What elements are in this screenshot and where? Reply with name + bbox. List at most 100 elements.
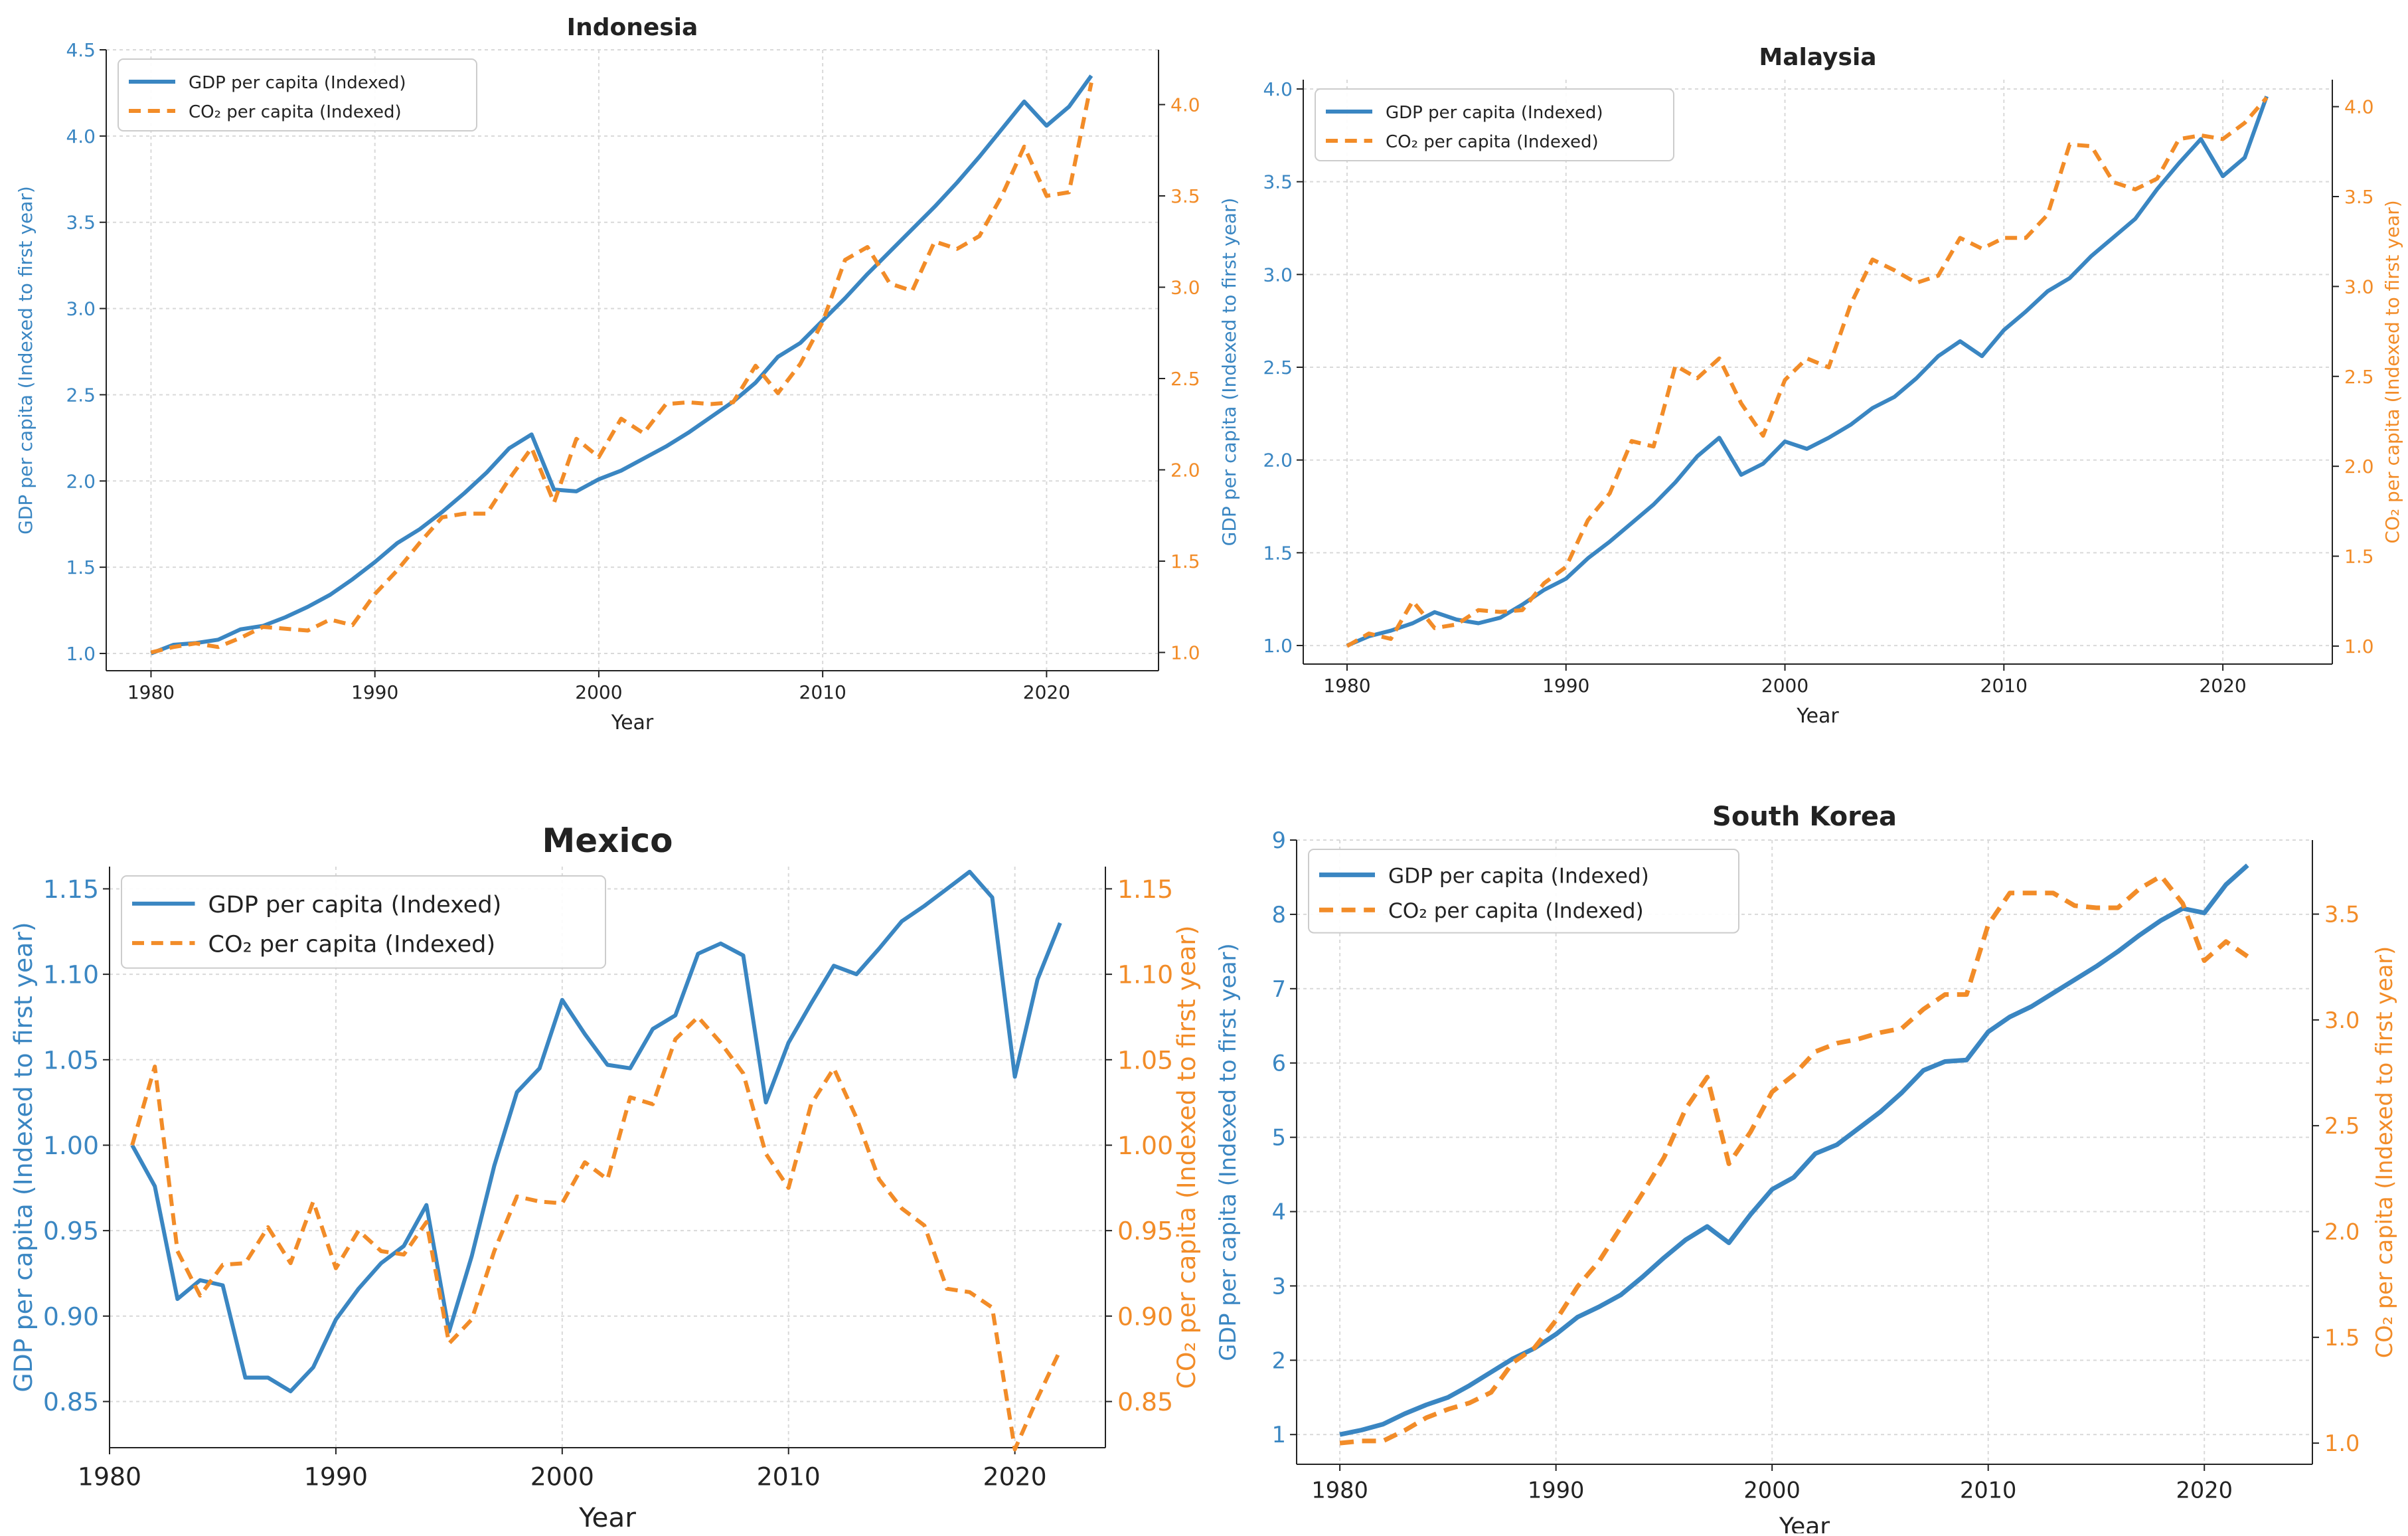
y-axis-label-right: CO₂ per capita (Indexed to first year)	[2371, 946, 2397, 1358]
y-axis-label-left: GDP per capita (Indexed to first year)	[9, 922, 38, 1392]
x-tick-label: 2020	[2176, 1477, 2232, 1503]
y-right-tick-label: 0.95	[1117, 1217, 1173, 1246]
legend-label: GDP per capita (Indexed)	[1386, 103, 1603, 123]
y-left-tick-label: 1	[1272, 1422, 1286, 1448]
x-tick-label: 1980	[78, 1462, 141, 1492]
y-left-tick-label: 1.10	[43, 960, 99, 989]
y-left-tick-label: 8	[1272, 902, 1286, 928]
y-left-tick-label: 1.0	[1263, 635, 1293, 657]
y-left-tick-label: 1.5	[1263, 542, 1293, 564]
y-left-tick-label: 9	[1272, 827, 1286, 853]
y-left-tick-label: 4.5	[66, 39, 96, 61]
x-tick-label: 2000	[1761, 675, 1808, 697]
series-line-co2	[1340, 876, 2247, 1443]
x-tick-label: 2000	[1743, 1477, 1800, 1503]
x-axis-label: Year	[1779, 1513, 1830, 1533]
y-left-tick-label: 5	[1272, 1125, 1286, 1151]
y-right-tick-label: 1.0	[2344, 636, 2374, 657]
y-left-tick-label: 2.0	[66, 470, 96, 492]
y-left-tick-label: 1.05	[43, 1045, 99, 1074]
y-right-tick-label: 2.0	[2344, 456, 2374, 477]
y-right-tick-label: 2.5	[1170, 368, 1200, 390]
x-tick-label: 2020	[983, 1462, 1047, 1492]
legend-label: CO₂ per capita (Indexed)	[1388, 899, 1644, 923]
y-left-tick-label: 4	[1272, 1199, 1286, 1225]
y-left-tick-label: 4.0	[66, 126, 96, 147]
y-left-tick-label: 1.00	[43, 1131, 99, 1160]
y-right-tick-label: 3.0	[2344, 276, 2374, 298]
y-right-tick-label: 1.5	[1170, 551, 1200, 572]
series-line-co2	[132, 1017, 1060, 1450]
legend-label: GDP per capita (Indexed)	[208, 891, 502, 918]
x-tick-label: 2000	[575, 681, 622, 703]
y-right-tick-label: 3.5	[1170, 185, 1200, 207]
y-right-tick-label: 1.5	[2324, 1325, 2360, 1351]
y-axis-label-left: GDP per capita (Indexed to first year)	[15, 186, 37, 535]
y-right-tick-label: 3.5	[2344, 186, 2374, 208]
y-axis-label-right: CO₂ per capita (Indexed to first year)	[1172, 925, 1201, 1389]
chart-title: Malaysia	[1759, 44, 1876, 71]
y-axis-label-left: GDP per capita (Indexed to first year)	[1218, 198, 1240, 547]
x-tick-label: 1990	[1542, 675, 1589, 697]
legend-label: CO₂ per capita (Indexed)	[1386, 132, 1599, 152]
y-right-tick-label: 1.5	[2344, 546, 2374, 568]
x-tick-label: 1980	[1311, 1477, 1368, 1503]
y-left-tick-label: 6	[1272, 1051, 1286, 1076]
y-right-tick-label: 0.85	[1117, 1387, 1173, 1416]
x-axis-label: Year	[611, 711, 654, 734]
chart-title: Indonesia	[567, 14, 698, 41]
y-right-tick-label: 3.5	[2324, 902, 2360, 928]
y-left-tick-label: 1.5	[66, 556, 96, 578]
y-left-tick-label: 1.15	[43, 875, 99, 904]
legend-label: CO₂ per capita (Indexed)	[189, 102, 402, 122]
y-right-tick-label: 1.0	[2324, 1430, 2360, 1456]
y-right-tick-label: 0.90	[1117, 1302, 1173, 1331]
y-right-tick-label: 2.0	[2324, 1219, 2360, 1244]
x-tick-label: 2010	[799, 681, 846, 703]
y-left-tick-label: 0.85	[43, 1387, 99, 1416]
y-left-tick-label: 2.0	[1263, 450, 1293, 471]
y-right-tick-label: 3.0	[2324, 1007, 2360, 1033]
y-left-tick-label: 7	[1272, 976, 1286, 1002]
y-axis-label-right: CO₂ per capita (Indexed to first year)	[2381, 200, 2403, 543]
series-line-gdp	[1347, 96, 2267, 645]
y-right-tick-label: 1.10	[1117, 960, 1173, 989]
legend-label: GDP per capita (Indexed)	[1388, 864, 1649, 888]
y-right-tick-label: 1.00	[1117, 1131, 1173, 1160]
chart-title: South Korea	[1712, 802, 1897, 832]
y-left-tick-label: 2.5	[66, 384, 96, 406]
y-left-tick-label: 2.5	[1263, 357, 1293, 379]
legend-label: CO₂ per capita (Indexed)	[208, 931, 496, 958]
y-left-tick-label: 3	[1272, 1273, 1286, 1299]
y-left-tick-label: 4.0	[1263, 78, 1293, 100]
y-axis-label-left: GDP per capita (Indexed to first year)	[1215, 943, 1241, 1361]
y-left-tick-label: 3.0	[1263, 264, 1293, 286]
y-right-tick-label: 1.15	[1117, 875, 1173, 904]
y-right-tick-label: 2.5	[2344, 366, 2374, 388]
x-tick-label: 1990	[351, 681, 398, 703]
x-tick-label: 2020	[1023, 681, 1070, 703]
series-line-gdp	[1340, 865, 2247, 1434]
y-left-tick-label: 3.5	[66, 212, 96, 234]
y-left-tick-label: 3.0	[66, 298, 96, 320]
y-right-tick-label: 1.05	[1117, 1045, 1173, 1074]
y-left-tick-label: 1.0	[66, 643, 96, 665]
x-tick-label: 2010	[757, 1462, 821, 1492]
x-tick-label: 1990	[1528, 1477, 1584, 1503]
y-right-tick-label: 4.0	[1170, 94, 1200, 116]
y-right-tick-label: 2.5	[2324, 1113, 2360, 1139]
y-right-tick-label: 2.0	[1170, 460, 1200, 481]
y-left-tick-label: 0.90	[43, 1302, 99, 1331]
x-tick-label: 1990	[304, 1462, 368, 1492]
x-tick-label: 2010	[1980, 675, 2028, 697]
chart-title: Mexico	[542, 821, 673, 860]
legend-label: GDP per capita (Indexed)	[189, 73, 406, 93]
y-right-tick-label: 3.0	[1170, 277, 1200, 299]
